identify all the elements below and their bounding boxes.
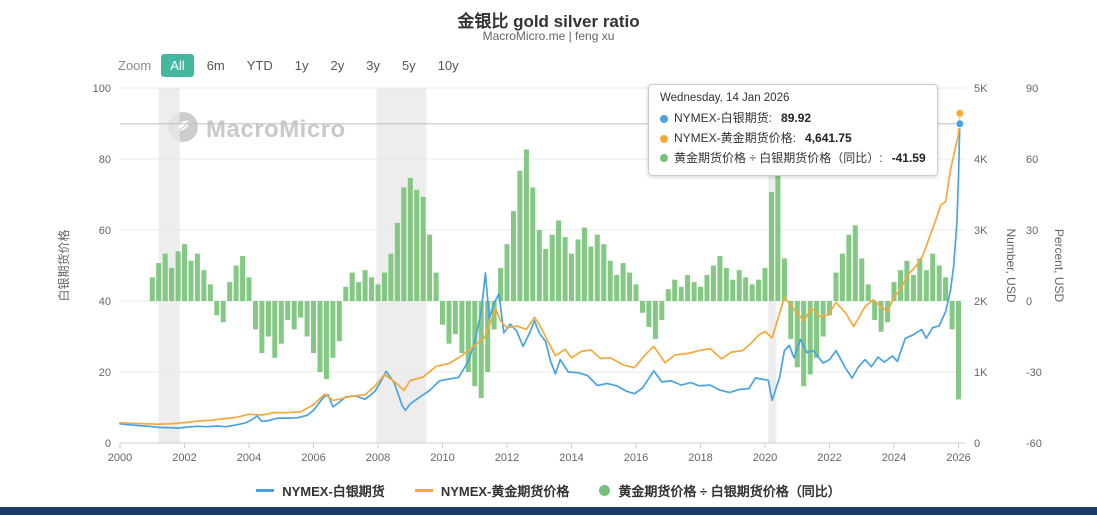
- tooltip-row-ratio-yoy: 黄金期货价格 ÷ 白银期货价格（同比）: -41.59: [660, 149, 926, 169]
- zoom-button-2y[interactable]: 2y: [330, 58, 345, 73]
- ratio-yoy-bars-series: [149, 149, 961, 400]
- tooltip-value: 4,641.75: [805, 130, 852, 145]
- chart-subtitle: MacroMicro.me | feng xu: [482, 29, 615, 43]
- svg-text:-30: -30: [1026, 367, 1042, 379]
- svg-text:60: 60: [99, 225, 111, 237]
- percent-axis-tick-labels: -60 -30 0 30 60 90: [1026, 83, 1042, 450]
- left-axis-title: 白银期货价格: [56, 229, 71, 301]
- svg-text:-60: -60: [1026, 438, 1042, 450]
- svg-text:2018: 2018: [688, 452, 712, 464]
- x-axis-tick-labels: 2000 2002 2004 2006 2008 2010 2012 2014 2016 2018…: [108, 443, 971, 464]
- number-axis-title: Number, USD: [1004, 228, 1018, 302]
- tooltip-row-gold: NYMEX-黄金期货价格: 4,641.75: [660, 129, 926, 149]
- svg-text:2K: 2K: [974, 296, 988, 308]
- svg-text:2012: 2012: [495, 452, 519, 464]
- svg-text:3K: 3K: [974, 225, 988, 237]
- svg-text:30: 30: [1026, 225, 1038, 237]
- zoom-button-1y[interactable]: 1y: [294, 58, 309, 73]
- zoom-label: Zoom: [118, 58, 152, 73]
- zoom-button-ytd[interactable]: YTD: [246, 58, 273, 73]
- svg-text:2006: 2006: [301, 452, 325, 464]
- svg-text:0: 0: [974, 438, 980, 450]
- zoom-button-10y[interactable]: 10y: [437, 58, 459, 73]
- silver-line-series: [119, 122, 961, 429]
- chart-title: 金银比 gold silver ratio: [457, 12, 640, 31]
- zoom-button-3y[interactable]: 3y: [366, 58, 380, 73]
- tooltip-row-silver: NYMEX-白银期货: 89.92: [660, 109, 926, 129]
- svg-text:2014: 2014: [559, 452, 583, 464]
- ratio-series-dot-icon: [660, 154, 668, 163]
- tooltip-date: Wednesday, 14 Jan 2026: [660, 92, 790, 104]
- legend-label: NYMEX-白银期货: [282, 484, 385, 499]
- tooltip-label: NYMEX-黄金期货价格:: [674, 130, 797, 145]
- zoom-range-selector: Zoom All 6m YTD 1y 2y 3y 5y 10y: [118, 54, 470, 77]
- svg-text:2004: 2004: [237, 452, 261, 464]
- gold-line-marker-icon: [414, 489, 433, 492]
- chart-tooltip: Wednesday, 14 Jan 2026 NYMEX-白银期货: 89.92…: [648, 84, 938, 177]
- legend-label: NYMEX-黄金期货价格: [440, 484, 570, 499]
- svg-text:0: 0: [1026, 296, 1032, 308]
- silver-line-marker-icon: [256, 489, 275, 492]
- chart-legend: NYMEX-白银期货 NYMEX-黄金期货价格 黄金期货价格 ÷ 白银期货价格（…: [0, 481, 1097, 500]
- ratio-dot-marker-icon: [599, 485, 611, 496]
- zoom-button-5y[interactable]: 5y: [401, 58, 416, 73]
- svg-text:80: 80: [99, 154, 111, 166]
- legend-item-ratio-yoy[interactable]: 黄金期货价格 ÷ 白银期货价格（同比）: [599, 481, 841, 500]
- svg-text:4K: 4K: [974, 154, 988, 166]
- svg-text:2024: 2024: [882, 452, 906, 464]
- svg-text:2022: 2022: [817, 452, 841, 464]
- svg-text:5K: 5K: [974, 83, 988, 95]
- last-point-markers: [955, 108, 965, 129]
- legend-item-gold[interactable]: NYMEX-黄金期货价格: [414, 481, 570, 500]
- svg-text:2016: 2016: [624, 452, 648, 464]
- svg-text:100: 100: [93, 83, 111, 95]
- left-axis-tick-labels: 0 20 40 60 80 100: [93, 83, 111, 450]
- legend-label: 黄金期货价格 ÷ 白银期货价格（同比）: [618, 484, 841, 499]
- svg-text:2020: 2020: [753, 452, 777, 464]
- zoom-button-all[interactable]: All: [161, 54, 194, 77]
- zoom-button-6m[interactable]: 6m: [206, 58, 225, 73]
- svg-text:20: 20: [99, 367, 111, 379]
- svg-text:90: 90: [1026, 83, 1038, 95]
- svg-text:2010: 2010: [430, 452, 454, 464]
- svg-text:2000: 2000: [108, 452, 132, 464]
- svg-text:0: 0: [105, 438, 111, 450]
- svg-text:2008: 2008: [366, 452, 390, 464]
- legend-item-silver[interactable]: NYMEX-白银期货: [256, 481, 385, 500]
- tooltip-label: 黄金期货价格 ÷ 白银期货价格（同比）:: [674, 150, 883, 165]
- gold-line-series: [119, 112, 961, 426]
- number-axis-tick-labels: 0 1K 2K 3K 4K 5K: [974, 83, 988, 450]
- watermark-text: MacroMicro: [206, 115, 346, 143]
- tooltip-value: -41.59: [891, 150, 926, 165]
- svg-text:60: 60: [1026, 154, 1038, 166]
- svg-text:1K: 1K: [974, 367, 988, 379]
- tooltip-label: NYMEX-白银期货:: [674, 111, 773, 125]
- svg-text:40: 40: [99, 296, 111, 308]
- tooltip-value: 89.92: [781, 111, 812, 125]
- percent-axis-title: Percent, USD: [1052, 229, 1066, 303]
- silver-series-dot-icon: [660, 114, 668, 123]
- footer-bar: [0, 507, 1097, 515]
- svg-text:2026: 2026: [946, 452, 970, 464]
- svg-text:2002: 2002: [172, 452, 196, 464]
- gold-series-dot-icon: [660, 134, 668, 143]
